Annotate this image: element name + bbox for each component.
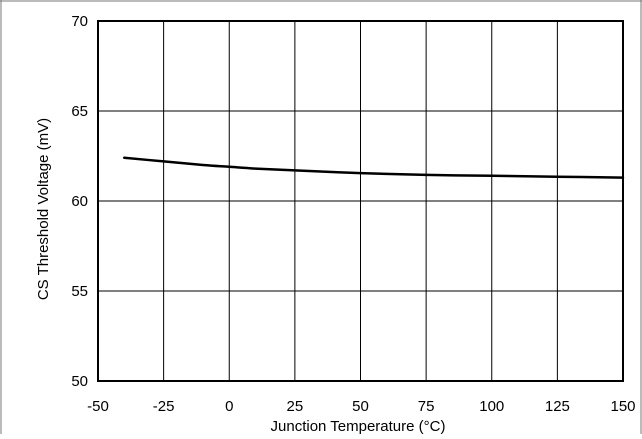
y-tick-label: 65 bbox=[71, 103, 88, 120]
x-tick-label: -25 bbox=[153, 398, 175, 415]
y-tick-label: 70 bbox=[71, 13, 88, 30]
y-tick-label: 50 bbox=[71, 373, 88, 390]
y-axis-label: CS Threshold Voltage (mV) bbox=[35, 118, 52, 300]
y-tick-label: 55 bbox=[71, 283, 88, 300]
x-tick-label: 100 bbox=[479, 398, 504, 415]
x-tick-label: 0 bbox=[225, 398, 233, 415]
grid bbox=[97, 20, 624, 382]
x-tick-label: 125 bbox=[545, 398, 570, 415]
tick-labels: -50 -25 0 25 50 75 100 125 150 50 55 60 65 70 bbox=[71, 13, 635, 415]
x-axis-label: Junction Temperature (°C) bbox=[271, 418, 446, 434]
x-tick-label: 25 bbox=[287, 398, 304, 415]
x-tick-label: 50 bbox=[352, 398, 369, 415]
x-tick-label: 150 bbox=[610, 398, 635, 415]
series-line bbox=[123, 156, 625, 179]
x-tick-label: -50 bbox=[87, 398, 109, 415]
x-tick-label: 75 bbox=[418, 398, 435, 415]
plot-frame bbox=[97, 20, 624, 382]
y-tick-label: 60 bbox=[71, 193, 88, 210]
series-layer bbox=[123, 156, 625, 179]
